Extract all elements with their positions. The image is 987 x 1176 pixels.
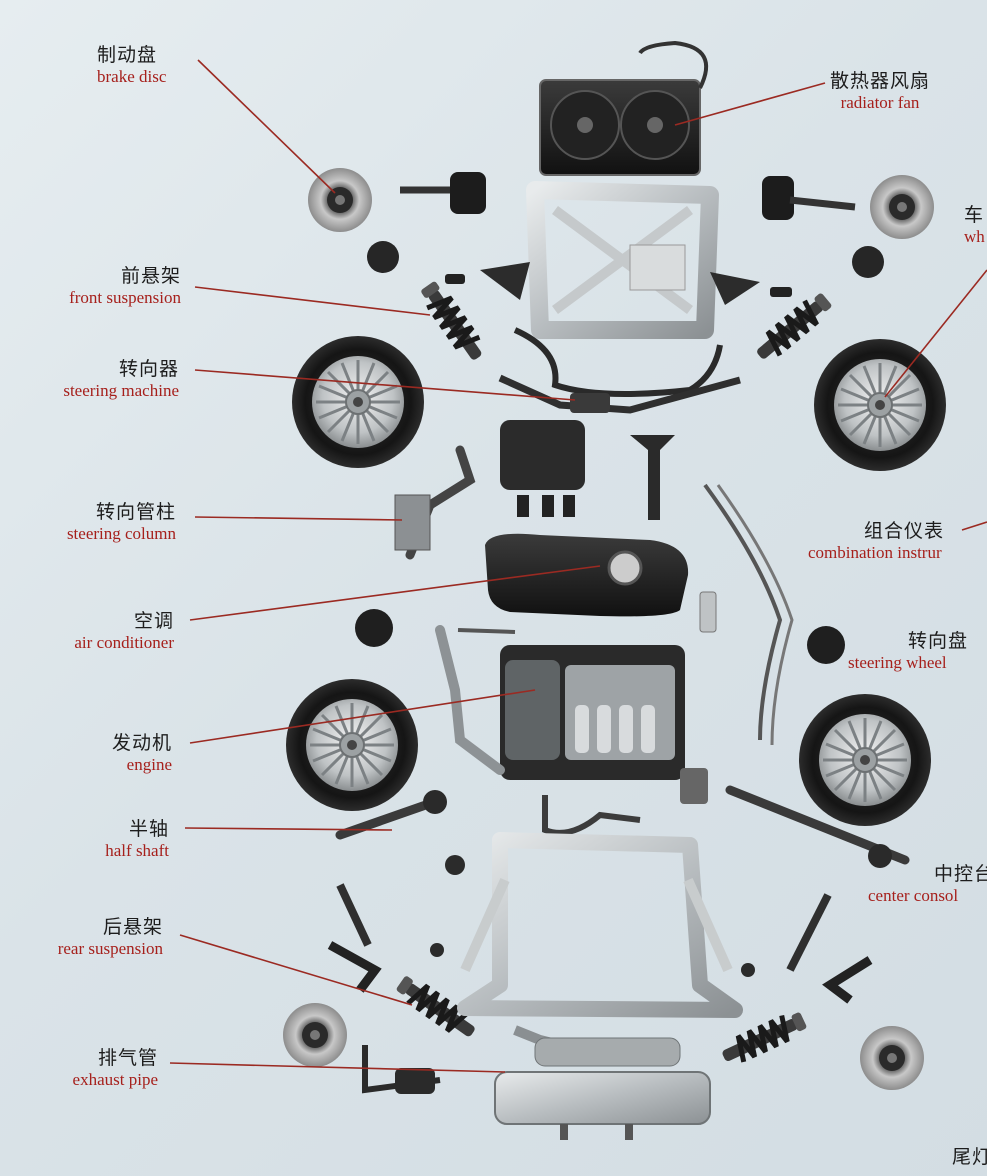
label-tail: 尾灯 — [952, 1146, 987, 1169]
label-zh: 转向器 — [118, 358, 179, 380]
label-en: half shaft — [105, 840, 169, 860]
label-en: engine — [126, 754, 172, 774]
leader-lines — [169, 59, 987, 1073]
label-combination-instrument: 组合仪表 combination instrur — [808, 520, 944, 563]
label-en: front suspension — [69, 287, 181, 307]
label-zh: 转向盘 — [908, 630, 969, 652]
label-zh: 尾灯 — [952, 1146, 987, 1168]
label-en: radiator fan — [840, 92, 920, 112]
exhaust-muffler-icon — [494, 1025, 711, 1140]
label-zh: 前悬架 — [120, 265, 181, 287]
label-zh: 中控台 — [934, 863, 987, 885]
label-en: combination instrur — [808, 542, 942, 562]
label-rear-suspension: 后悬架 rear suspension — [58, 916, 163, 959]
label-zh: 排气管 — [97, 1047, 158, 1069]
label-zh: 制动盘 — [97, 44, 158, 66]
label-zh: 散热器风扇 — [830, 70, 931, 92]
label-en: rear suspension — [57, 938, 163, 958]
label-zh: 组合仪表 — [864, 520, 945, 542]
label-zh: 转向管柱 — [95, 501, 176, 523]
fuel-tank-icon — [485, 533, 689, 617]
label-brake-disc: 制动盘 brake disc — [97, 44, 166, 87]
fan-icon — [355, 609, 845, 664]
label-zh: 半轴 — [128, 818, 169, 840]
label-en: wh — [964, 226, 985, 246]
label-steering-machine: 转向器 steering machine — [63, 358, 179, 401]
label-wheel: 车 wh — [964, 204, 985, 247]
label-en: brake disc — [97, 66, 167, 86]
label-en: steering column — [66, 523, 176, 543]
subframe-icon — [526, 181, 719, 339]
label-en: steering wheel — [848, 652, 947, 672]
label-air-conditioner: 空调 air conditioner — [74, 610, 174, 653]
label-engine: 发动机 engine — [112, 732, 172, 775]
label-center-console: 中控台 center consol — [868, 863, 987, 906]
label-steering-wheel: 转向盘 steering wheel — [848, 630, 968, 673]
label-zh: 空调 — [133, 610, 174, 632]
label-en: steering machine — [63, 380, 179, 400]
label-exhaust-pipe: 排气管 exhaust pipe — [73, 1047, 158, 1090]
label-en: exhaust pipe — [72, 1069, 158, 1089]
radiator-icon — [539, 40, 709, 176]
label-zh: 发动机 — [111, 732, 172, 754]
label-front-suspension: 前悬架 front suspension — [69, 265, 181, 308]
label-steering-column: 转向管柱 steering column — [67, 501, 176, 544]
label-half-shaft: 半轴 half shaft — [105, 818, 169, 861]
engine-icon — [500, 645, 685, 780]
label-zh: 后悬架 — [102, 916, 163, 938]
subframe-icon — [457, 832, 743, 1018]
label-en: air conditioner — [74, 632, 174, 652]
label-en: center consol — [868, 885, 959, 905]
label-zh: 车 — [964, 204, 985, 226]
label-radiator-fan: 散热器风扇 radiator fan — [830, 70, 930, 113]
